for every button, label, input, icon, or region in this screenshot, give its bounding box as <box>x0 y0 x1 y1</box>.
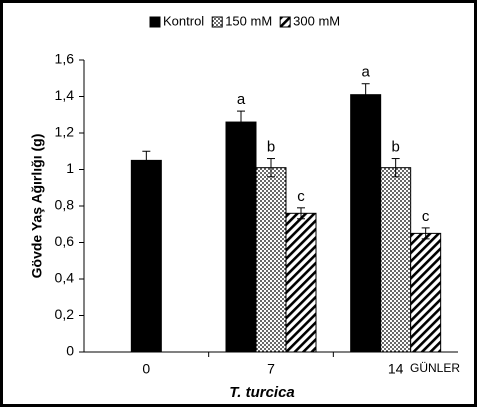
error-bar <box>237 110 245 134</box>
bar <box>350 94 382 353</box>
error-bar <box>421 227 430 240</box>
x-tick-label: 0 <box>142 361 150 377</box>
y-tick-label: 1,4 <box>55 87 75 103</box>
significance-letter: a <box>237 91 246 108</box>
legend-swatch <box>279 16 291 28</box>
y-tick-label: 0 <box>66 343 74 359</box>
error-bar <box>297 207 305 220</box>
bar <box>130 159 162 353</box>
y-tick-label: 0,6 <box>55 233 75 249</box>
bar <box>285 212 317 353</box>
significance-letter: a <box>361 64 370 81</box>
y-axis-label: Gövde Yaş Ağırlığı (g) <box>29 134 45 279</box>
y-tick-label: 1,2 <box>55 124 75 140</box>
x-tick-label: 7 <box>267 361 275 377</box>
legend-swatch <box>211 16 223 28</box>
significance-letter: c <box>422 208 430 225</box>
legend-label: 300 mM <box>293 13 340 28</box>
legend-label: Kontrol <box>163 13 204 28</box>
x-tick-label: 14 <box>388 361 404 377</box>
legend-swatch <box>149 16 161 28</box>
bar <box>410 232 442 353</box>
error-bar <box>142 150 151 170</box>
y-tick-label: 1 <box>66 160 74 176</box>
x-unit-label: GÜNLER <box>410 361 460 375</box>
y-tick-label: 0,4 <box>55 270 75 286</box>
x-axis-label: T. turcica <box>229 384 295 401</box>
y-tick-label: 1,6 <box>55 51 75 67</box>
error-bar <box>267 158 275 178</box>
y-tick-label: 0,2 <box>55 306 75 322</box>
significance-letter: b <box>267 139 275 156</box>
y-tick-label: 0,8 <box>55 197 75 213</box>
bar <box>380 167 412 353</box>
legend-label: 150 mM <box>225 13 272 28</box>
bar <box>225 121 257 353</box>
significance-letter: b <box>391 139 399 156</box>
error-bar <box>361 83 370 107</box>
significance-letter: c <box>297 188 305 205</box>
bar <box>255 167 287 353</box>
error-bar <box>391 158 400 178</box>
